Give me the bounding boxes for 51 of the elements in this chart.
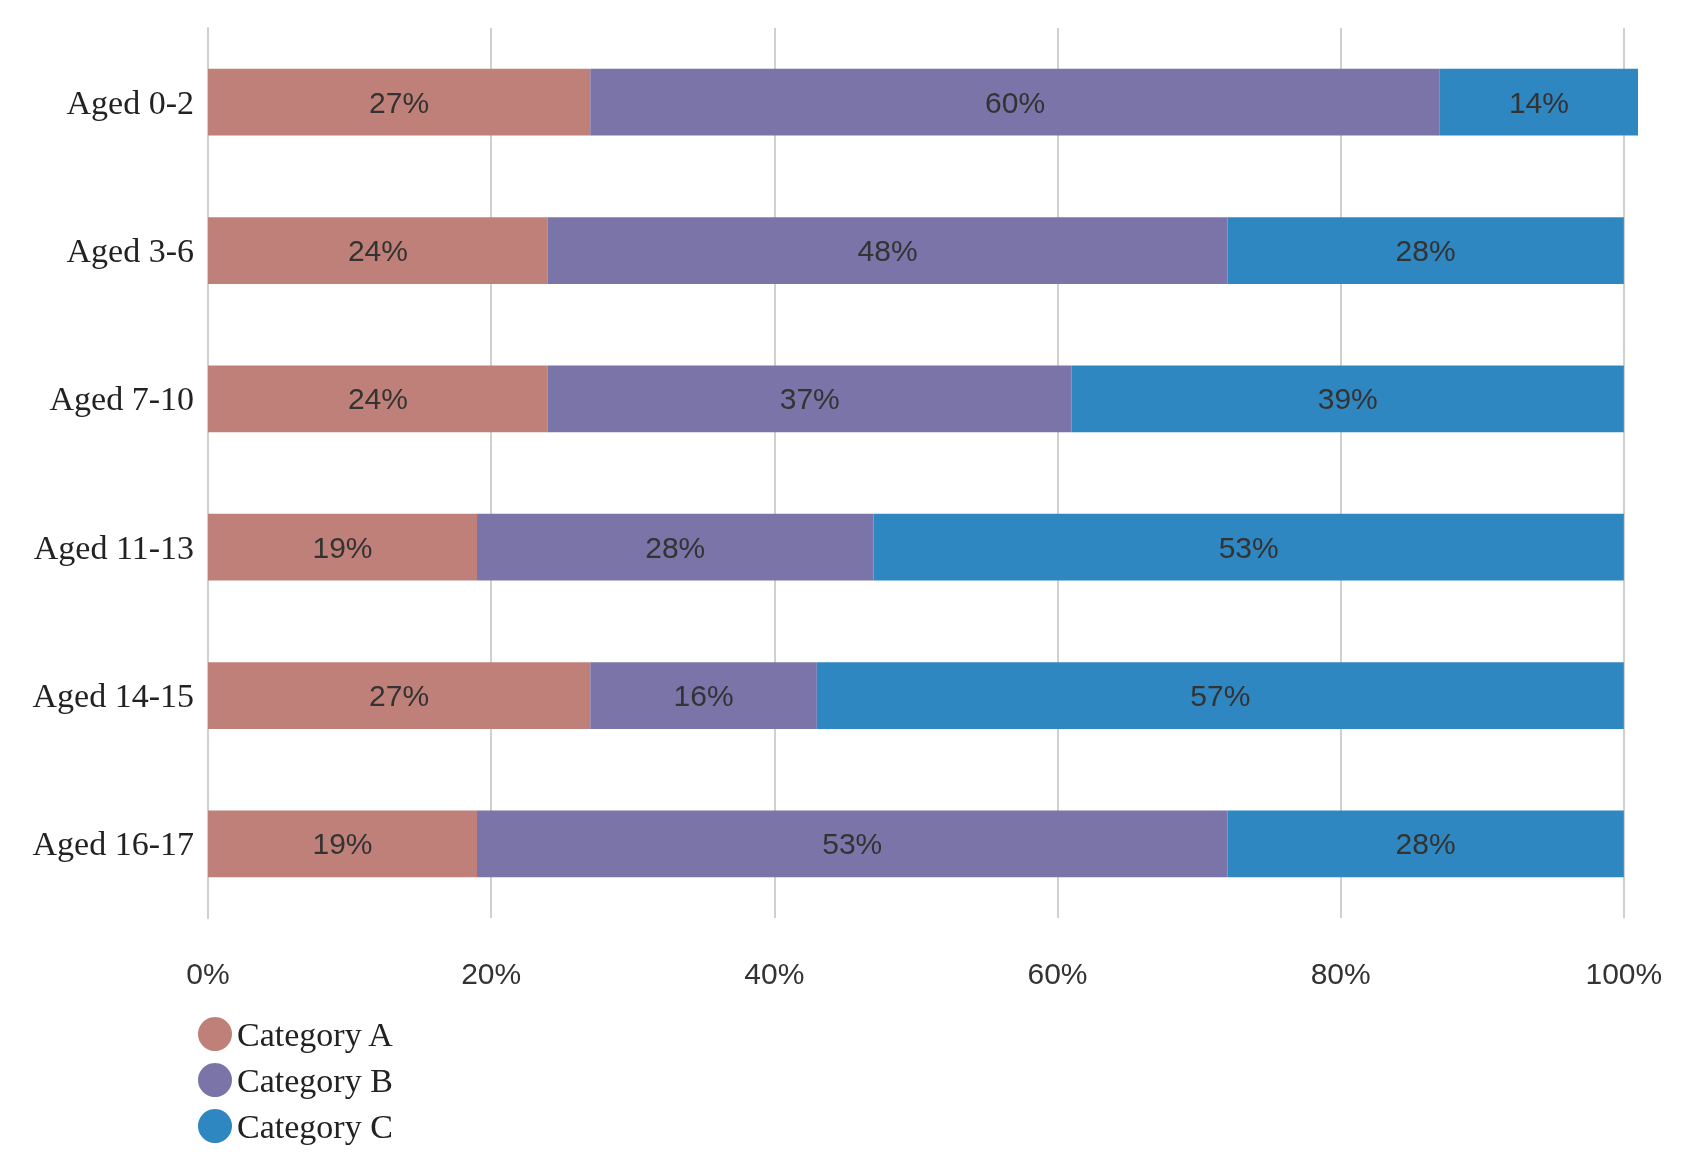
- y-tick-label: Aged 7-10: [49, 380, 194, 418]
- data-label: 37%: [779, 382, 840, 416]
- y-tick-label: Aged 16-17: [32, 825, 194, 863]
- bar: [1227, 217, 1624, 284]
- data-label: 57%: [1190, 679, 1251, 712]
- x-tick-label: 40%: [744, 956, 805, 990]
- y-tick-label: Aged 11-13: [33, 528, 194, 566]
- data-label: 60%: [985, 85, 1046, 119]
- data-label: 53%: [822, 827, 883, 861]
- data-label: 24%: [347, 234, 408, 267]
- data-label: 27%: [369, 85, 430, 119]
- bar: [590, 662, 817, 729]
- data-label: 48%: [857, 234, 918, 267]
- data-label: 14%: [1508, 85, 1569, 119]
- bar: [208, 662, 591, 729]
- data-label: 28%: [1395, 234, 1456, 267]
- data-label: 28%: [645, 530, 706, 564]
- bar: [208, 217, 548, 284]
- y-tick-label: Aged 3-6: [66, 232, 194, 269]
- bar: [816, 662, 1624, 729]
- legend-label: Category A: [237, 1015, 394, 1053]
- y-tick-label: Aged 14-15: [32, 677, 194, 714]
- data-label: 53%: [1218, 530, 1279, 564]
- data-label: 19%: [312, 530, 373, 564]
- bar: [590, 68, 1440, 136]
- x-tick-label: 100%: [1585, 956, 1663, 990]
- bar: [208, 365, 548, 433]
- data-label: 24%: [347, 382, 408, 416]
- bar: [547, 365, 1072, 433]
- data-label: 39%: [1317, 382, 1378, 416]
- bar: [1227, 810, 1624, 878]
- bar: [1439, 68, 1638, 136]
- x-tick-label: 0%: [186, 956, 230, 990]
- bar: [477, 513, 874, 581]
- legend-label: Category C: [237, 1107, 393, 1145]
- bar: [208, 810, 478, 878]
- data-label: 28%: [1395, 827, 1456, 861]
- bar: [1071, 365, 1624, 433]
- x-tick-label: 20%: [461, 956, 522, 990]
- y-tick-label: Aged 0-2: [66, 83, 194, 121]
- bar: [477, 810, 1228, 878]
- x-tick-label: 60%: [1027, 956, 1088, 990]
- bar: [547, 217, 1228, 284]
- x-tick-label: 80%: [1310, 956, 1371, 990]
- bar: [208, 68, 591, 136]
- legend-label: Category B: [237, 1061, 393, 1099]
- data-label: 16%: [673, 679, 734, 712]
- data-label: 27%: [369, 679, 430, 712]
- bar: [873, 513, 1624, 581]
- bar: [208, 513, 478, 581]
- data-label: 19%: [312, 827, 373, 861]
